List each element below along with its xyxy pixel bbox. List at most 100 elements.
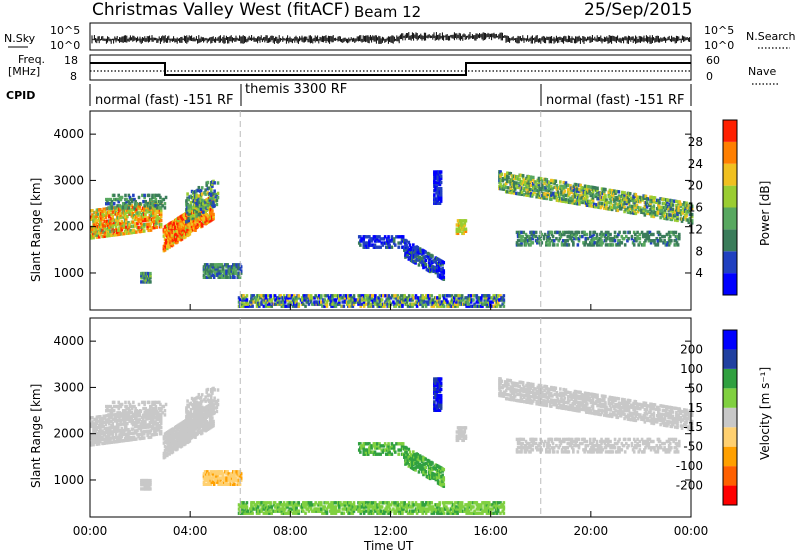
range-gate-cell bbox=[651, 212, 655, 216]
range-gate-cell bbox=[537, 176, 541, 181]
range-gate-cell bbox=[374, 302, 377, 306]
range-gate-cell bbox=[368, 298, 372, 302]
range-gate-cell bbox=[573, 195, 577, 199]
range-gate-cell bbox=[217, 265, 220, 269]
range-gate-cell bbox=[506, 173, 509, 177]
range-gate-cell bbox=[138, 418, 142, 422]
range-gate-cell bbox=[137, 432, 140, 437]
range-gate-cell bbox=[108, 422, 111, 426]
range-gate-cell bbox=[128, 224, 131, 229]
range-gate-cell bbox=[239, 271, 243, 275]
range-gate-cell bbox=[383, 304, 386, 308]
range-gate-cell bbox=[144, 425, 147, 430]
range-gate-cell bbox=[122, 223, 126, 228]
range-gate-cell bbox=[509, 188, 513, 193]
range-gate-cell bbox=[153, 207, 156, 211]
range-gate-cell bbox=[590, 193, 594, 198]
cpid-label: CPID bbox=[6, 89, 35, 102]
range-gate-cell bbox=[439, 199, 443, 203]
range-gate-cell bbox=[153, 225, 156, 230]
range-gate-cell bbox=[644, 209, 648, 213]
range-gate-cell bbox=[140, 430, 144, 434]
range-gate-cell bbox=[102, 217, 105, 222]
range-gate-cell bbox=[430, 294, 434, 298]
range-gate-cell bbox=[569, 236, 573, 241]
range-gate-cell bbox=[510, 182, 514, 186]
range-gate-cell bbox=[446, 302, 449, 306]
range-gate-cell bbox=[408, 243, 412, 247]
range-gate-cell bbox=[395, 235, 398, 239]
range-gate-cell bbox=[587, 187, 590, 191]
range-gate-cell bbox=[95, 235, 99, 239]
range-gate-cell bbox=[100, 214, 103, 218]
nave-label: Nave bbox=[748, 65, 776, 78]
range-gate-cell bbox=[225, 265, 228, 269]
range-gate-cell bbox=[439, 302, 443, 306]
range-gate-cell bbox=[623, 243, 627, 247]
range-gate-cell bbox=[149, 280, 152, 284]
range-gate-cell bbox=[130, 197, 134, 202]
range-gate-cell bbox=[424, 304, 428, 308]
range-gate-cell bbox=[117, 435, 120, 439]
range-gate-cell bbox=[146, 226, 149, 231]
range-gate-cell bbox=[139, 219, 143, 223]
range-gate-cell bbox=[663, 234, 666, 239]
range-gate-cell bbox=[325, 304, 329, 308]
range-gate-cell bbox=[539, 177, 543, 181]
range-gate-cell bbox=[151, 412, 155, 416]
power-scatter bbox=[90, 170, 694, 308]
range-gate-cell bbox=[570, 239, 574, 243]
range-gate-cell bbox=[358, 296, 361, 300]
range-gate-cell bbox=[137, 217, 140, 221]
range-gate-cell bbox=[140, 227, 144, 231]
range-gate-cell bbox=[644, 203, 648, 207]
range-gate-cell bbox=[438, 178, 442, 183]
range-gate-cell bbox=[109, 436, 112, 440]
range-gate-cell bbox=[330, 300, 333, 304]
range-gate-cell bbox=[550, 185, 553, 189]
range-gate-cell bbox=[246, 302, 250, 306]
range-gate-cell bbox=[604, 196, 607, 200]
range-gate-cell bbox=[610, 195, 614, 199]
range-gate-cell bbox=[104, 435, 108, 439]
range-gate-cell bbox=[545, 243, 548, 247]
range-gate-cell bbox=[596, 236, 600, 241]
range-gate-cell bbox=[157, 193, 161, 198]
range-gate-cell bbox=[341, 296, 345, 300]
range-gate-cell bbox=[535, 239, 539, 243]
range-gate-cell bbox=[634, 205, 638, 209]
range-gate-cell bbox=[213, 181, 216, 185]
range-gate-cell bbox=[627, 200, 631, 204]
range-gate-cell bbox=[168, 245, 171, 249]
range-gate-cell bbox=[159, 214, 163, 218]
range-gate-cell bbox=[454, 294, 457, 298]
range-gate-cell bbox=[127, 193, 131, 198]
range-gate-cell bbox=[595, 241, 599, 245]
range-gate-cell bbox=[583, 184, 587, 188]
range-gate-cell bbox=[539, 239, 542, 243]
range-gate-cell bbox=[110, 223, 113, 227]
range-gate-cell bbox=[515, 183, 518, 187]
range-gate-cell bbox=[133, 429, 137, 433]
range-gate-cell bbox=[504, 181, 508, 186]
range-gate-cell bbox=[670, 201, 674, 205]
range-gate-cell bbox=[415, 304, 419, 308]
range-gate-cell bbox=[644, 239, 647, 243]
range-gate-cell bbox=[196, 207, 200, 211]
range-gate-cell bbox=[563, 183, 567, 187]
range-gate-cell bbox=[119, 213, 122, 218]
range-gate-cell bbox=[434, 174, 437, 178]
range-gate-cell bbox=[231, 273, 235, 277]
range-gate-cell bbox=[483, 298, 487, 302]
range-gate-cell bbox=[144, 216, 147, 221]
range-gate-cell bbox=[307, 294, 311, 298]
range-gate-cell bbox=[570, 188, 573, 192]
range-gate-cell bbox=[161, 204, 164, 208]
range-gate-cell bbox=[579, 183, 582, 188]
range-gate-cell bbox=[250, 296, 253, 300]
range-gate-cell bbox=[213, 271, 217, 275]
range-gate-cell bbox=[652, 208, 656, 212]
range-gate-cell bbox=[555, 183, 559, 188]
range-gate-cell bbox=[375, 235, 379, 239]
range-gate-cell bbox=[110, 440, 113, 444]
